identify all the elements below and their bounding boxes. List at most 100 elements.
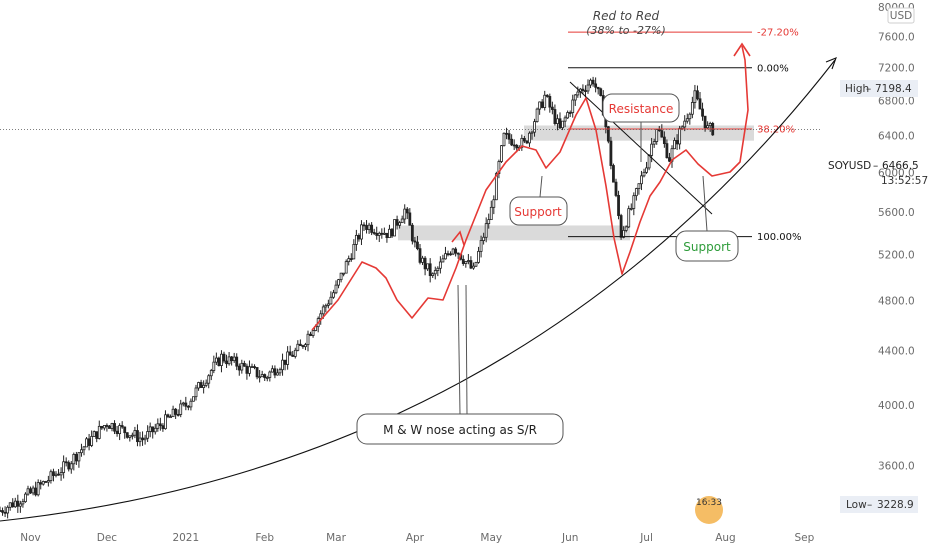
candle-body [72, 454, 76, 465]
candle-body [561, 120, 564, 129]
candle-body [176, 414, 180, 416]
candle-body [403, 208, 407, 220]
candle-body [286, 351, 290, 365]
candle [520, 134, 524, 151]
candle [500, 144, 503, 163]
candle-body [438, 261, 442, 269]
candle [326, 299, 330, 309]
candle-body [528, 132, 531, 144]
candle [202, 380, 206, 394]
candle-body [380, 232, 384, 235]
candle-body [128, 435, 132, 438]
candle [296, 340, 300, 352]
candle [428, 258, 432, 283]
candle-body [136, 430, 139, 443]
candle [688, 112, 692, 125]
candle [390, 228, 394, 239]
candle [0, 506, 2, 512]
time-axis[interactable]: Nov Dec 2021 Feb Mar Apr May Jun Jul Aug Sep [20, 532, 814, 544]
currency-badge[interactable]: USD [887, 7, 915, 24]
candle-body [125, 432, 129, 438]
candle [146, 425, 150, 442]
candle [380, 228, 384, 239]
candle [477, 246, 480, 264]
candle [174, 407, 178, 419]
candle [82, 446, 86, 456]
candle [563, 115, 567, 128]
candle-body [624, 226, 628, 231]
candle-body [428, 263, 432, 276]
candle-body [589, 79, 592, 86]
candle-body [301, 345, 305, 348]
candle-body [563, 117, 567, 122]
price-axis[interactable]: 3600.0 4000.0 4400.0 4800.0 5200.0 5600.0 6000… [878, 2, 915, 473]
candle-body [642, 171, 646, 177]
candle-body [494, 173, 498, 201]
candle [151, 426, 155, 439]
candle-body [479, 240, 483, 252]
candle [230, 355, 234, 366]
x-tick-label: Nov [20, 532, 41, 544]
candle-body [174, 408, 178, 415]
candle [388, 224, 391, 239]
candle [57, 469, 60, 476]
candle [484, 217, 488, 243]
candle-body [683, 120, 687, 128]
resistance-callout: Resistance [602, 93, 680, 162]
candle-body [321, 306, 325, 315]
candle [472, 262, 475, 270]
candle [344, 259, 348, 274]
candle [258, 370, 262, 383]
candle-body [548, 96, 552, 108]
candle [26, 485, 30, 496]
candle [349, 253, 353, 262]
candle-body [49, 471, 53, 481]
candle-body [102, 425, 106, 429]
candle [708, 121, 712, 132]
candle-body [225, 360, 228, 365]
candle [418, 244, 422, 265]
candle [74, 451, 78, 465]
candle-body [482, 236, 486, 241]
candle [270, 365, 274, 373]
candle [466, 254, 470, 265]
candle [617, 190, 620, 220]
candle [423, 256, 427, 276]
candle [329, 291, 333, 305]
candle [222, 351, 226, 364]
candle-body [80, 449, 83, 454]
candle [589, 78, 592, 89]
candle [543, 90, 547, 111]
candle [166, 413, 170, 419]
svg-text:7198.4: 7198.4 [875, 83, 912, 95]
candle [133, 426, 137, 439]
candle-body [46, 480, 50, 483]
red-to-red-subtitle: (38% to -27%) [586, 24, 666, 37]
x-tick-label: Sep [794, 532, 814, 544]
candle-body [130, 434, 134, 437]
candle [171, 405, 175, 418]
candle [398, 220, 402, 229]
candle-body [612, 165, 615, 183]
candle-body [678, 128, 682, 145]
candle [49, 469, 53, 484]
candle-body [584, 90, 587, 92]
candle-body [87, 438, 91, 446]
candle-body [171, 408, 175, 418]
svg-text:High: High [845, 83, 869, 95]
candle-body [680, 126, 684, 129]
candle [197, 381, 200, 391]
drawing-overlays: -27.20%0.00%38.20%100.00% [0, 28, 837, 522]
candle-body [273, 368, 277, 376]
candle [286, 346, 290, 370]
candle [164, 410, 167, 430]
candle [128, 435, 132, 442]
svg-text:SOYUSD: SOYUSD [828, 160, 871, 172]
candle [426, 263, 430, 272]
candle [540, 99, 544, 109]
candle-body [645, 167, 648, 173]
candle-body [472, 265, 475, 269]
candle [31, 485, 35, 496]
candle-body [115, 430, 119, 435]
